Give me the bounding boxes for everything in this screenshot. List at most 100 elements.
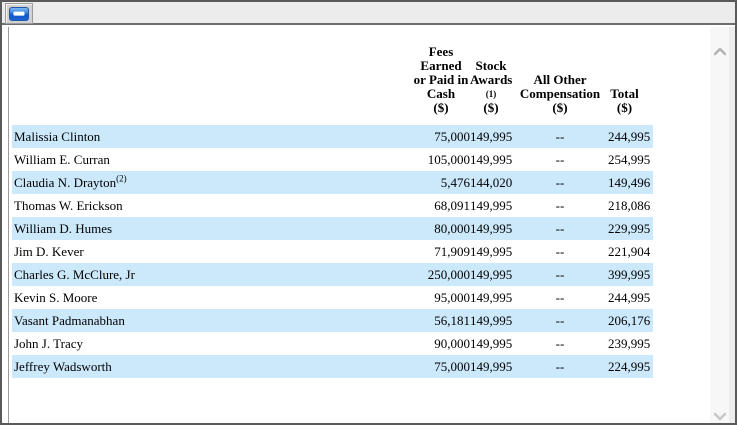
cell-fees: 95,000 [434,290,470,305]
cell-stock: 144,020 [470,171,512,194]
header-line: Compensation [519,86,601,101]
content-left-border [8,27,9,423]
cell-name: Charles G. McClure, Jr [12,263,412,286]
cell-name: Jim D. Kever [14,244,84,259]
director-compensation-table: Fees Earned or Paid in Cash ($) Stock Awards (1… [12,27,653,378]
cell-other: -- [555,290,565,305]
header-line: or Paid in [413,72,469,87]
cell-other: -- [512,263,608,286]
cell-total: 218,086 [608,198,651,213]
table-row: Vasant Padmanabhan 56,181 149,995 -- 206,176 [12,309,653,332]
header-line: Fees [428,44,454,59]
cell-total: 399,995 [608,263,653,286]
table-row: William E. Curran 105,000 149,995 -- 254,995 [12,148,653,171]
cell-name: Jeffrey Wadsworth [12,355,412,378]
cell-fees: 75,000 [412,121,470,148]
cell-fees: 5,476 [412,171,470,194]
cell-total: 224,995 [608,355,653,378]
footnote-ref: (2) [116,173,127,184]
table-row: Malissia Clinton 75,000 149,995 -- 244,995 [12,121,653,148]
header-line: All Other [533,72,587,87]
minus-icon [9,6,29,21]
document-page: Fees Earned or Paid in Cash ($) Stock Awards (1… [9,27,710,423]
table-header: Fees Earned or Paid in Cash ($) Stock Awards (1… [12,27,653,124]
cell-stock: 149,995 [470,152,513,167]
cell-total: 229,995 [608,217,653,240]
cell-fees: 75,000 [412,355,470,378]
header-line: ($) [616,100,633,115]
cell-name: Thomas W. Erickson [14,198,123,213]
cell-other: -- [512,217,608,240]
column-header-total: Total ($) [608,27,653,124]
document-viewport: Fees Earned or Paid in Cash ($) Stock Awards (1… [2,27,735,423]
header-line: ($) [552,100,568,115]
cell-stock: 149,995 [470,217,512,240]
header-line: ($) [433,100,449,115]
cell-stock: 149,995 [470,355,512,378]
header-row: Fees Earned or Paid in Cash ($) Stock Awards (1… [12,27,653,124]
table-body: Malissia Clinton 75,000 149,995 -- 244,995 Wi… [12,121,653,378]
cell-name: Claudia N. Drayton(2) [12,171,412,194]
header-line: (1) [485,89,497,99]
cell-total: 244,995 [608,290,651,305]
cell-fees: 105,000 [427,152,470,167]
table-row: Charles G. McClure, Jr 250,000 149,995 -- 39… [12,263,653,286]
scrollbar-edge [729,27,735,423]
cell-name: William D. Humes [12,217,412,240]
header-line: Stock [475,58,507,73]
header-line: Cash [426,86,456,101]
table-row: Thomas W. Erickson 68,091 149,995 -- 218,086 [12,194,653,217]
vertical-scrollbar[interactable] [710,27,735,423]
table-row: Jim D. Kever 71,909 149,995 -- 221,904 [12,240,653,263]
cell-other: -- [555,336,565,351]
cell-fees: 71,909 [434,244,470,259]
cell-fees: 68,091 [434,198,470,213]
cell-other: -- [512,121,608,148]
cell-other: -- [555,244,565,259]
toolbar [2,2,735,25]
cell-stock: 149,995 [470,263,512,286]
cell-fees: 56,181 [412,309,470,332]
cell-total: 244,995 [608,121,653,148]
header-line: Awards [470,72,513,87]
cell-other: -- [512,171,608,194]
cell-other: -- [555,198,565,213]
header-line: ($) [483,100,499,115]
cell-total: 149,496 [608,171,653,194]
cell-other: -- [512,309,608,332]
cell-stock: 149,995 [470,336,513,351]
cell-other: -- [512,355,608,378]
cell-name: William E. Curran [14,152,110,167]
cell-stock: 149,995 [470,290,513,305]
column-header-name [12,27,412,123]
table-row: William D. Humes 80,000 149,995 -- 229,995 [12,217,653,240]
table-row: Kevin S. Moore 95,000 149,995 -- 244,995 [12,286,653,309]
cell-fees: 80,000 [412,217,470,240]
cell-stock: 149,995 [470,244,513,259]
cell-total: 239,995 [608,336,651,351]
cell-name: Malissia Clinton [12,121,412,148]
column-header-other: All Other Compensation ($) [512,27,608,124]
column-header-stock: Stock Awards (1) ($) [470,27,513,124]
cell-stock: 149,995 [470,198,513,213]
table-row: Jeffrey Wadsworth 75,000 149,995 -- 224,995 [12,355,653,378]
cell-total: 206,176 [608,309,653,332]
cell-total: 221,904 [608,244,651,259]
chevron-down-icon[interactable] [713,409,727,423]
chevron-up-icon[interactable] [713,43,727,61]
cell-total: 254,995 [608,152,651,167]
cell-other: -- [555,152,565,167]
cell-stock: 149,995 [470,309,512,332]
header-line: Total [610,86,639,101]
column-header-fees: Fees Earned or Paid in Cash ($) [412,27,470,124]
collapse-button[interactable] [5,3,33,24]
cell-fees: 250,000 [412,263,470,286]
table-row: John J. Tracy 90,000 149,995 -- 239,995 [12,332,653,355]
cell-name: Vasant Padmanabhan [12,309,412,332]
cell-stock: 149,995 [470,121,512,148]
cell-fees: 90,000 [434,336,470,351]
cell-name: John J. Tracy [14,336,83,351]
header-line: Earned [420,58,462,73]
table-row: Claudia N. Drayton(2) 5,476 144,020 -- 149,4… [12,171,653,194]
